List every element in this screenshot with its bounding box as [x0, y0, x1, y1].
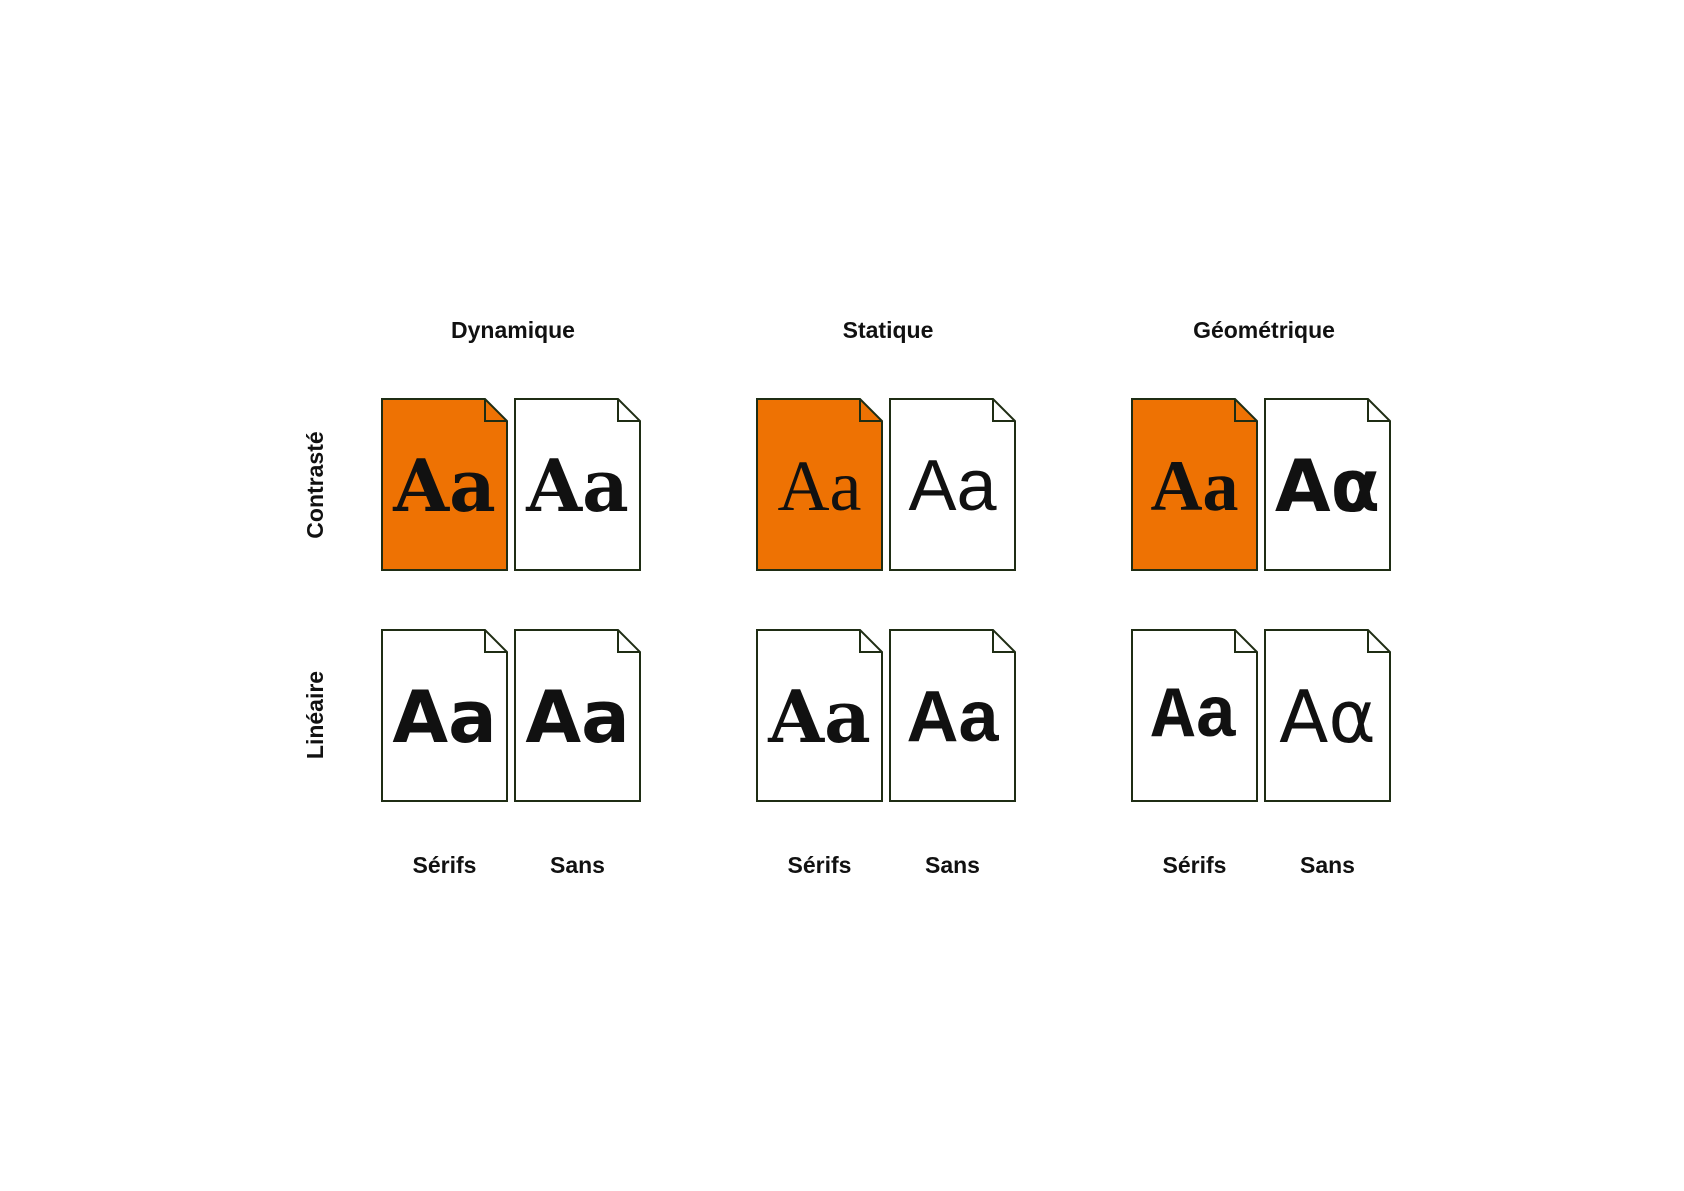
type-sample-glyphs: Aa — [777, 446, 862, 526]
row-label-contraste: Contrasté — [302, 431, 328, 539]
column-header-geometrique: Géométrique — [1193, 317, 1335, 343]
footer-label-serifs: Sérifs — [1162, 852, 1227, 878]
type-sample-glyphs: Aa — [1150, 446, 1239, 526]
type-sample-glyphs: Aa — [525, 675, 630, 759]
type-sample-card: Aa — [381, 398, 508, 571]
type-sample-glyphs: Aa — [526, 443, 629, 528]
type-sample-glyphs: Aa — [1151, 676, 1238, 758]
type-sample-glyphs: Aa — [906, 677, 999, 757]
footer-label-sans: Sans — [925, 852, 980, 878]
type-sample-glyphs: Aa — [908, 446, 997, 526]
type-sample-card: Aα — [1264, 398, 1391, 571]
type-sample-card: Aa — [514, 398, 641, 571]
row-label-lineaire: Linéaire — [302, 670, 328, 760]
type-sample-card: Aa — [381, 629, 508, 802]
type-sample-glyphs: Aα — [1274, 444, 1381, 528]
type-sample-card: Aa — [889, 629, 1016, 802]
type-sample-glyphs: Aα — [1279, 675, 1376, 759]
footer-label-serifs: Sérifs — [787, 852, 852, 878]
type-sample-glyphs: Aa — [393, 443, 496, 528]
type-sample-card: Aa — [889, 398, 1016, 571]
footer-label-sans: Sans — [1300, 852, 1355, 878]
type-sample-card: Aα — [1264, 629, 1391, 802]
type-sample-card: Aa — [756, 629, 883, 802]
type-sample-card: Aa — [1131, 398, 1258, 571]
footer-label-serifs: Sérifs — [412, 852, 477, 878]
type-sample-card: Aa — [1131, 629, 1258, 802]
footer-label-sans: Sans — [550, 852, 605, 878]
type-sample-card: Aa — [514, 629, 641, 802]
type-sample-glyphs: Aa — [768, 674, 871, 759]
column-header-dynamique: Dynamique — [451, 317, 575, 343]
column-header-statique: Statique — [842, 317, 934, 343]
type-sample-card: Aa — [756, 398, 883, 571]
type-sample-glyphs: Aa — [392, 675, 497, 759]
